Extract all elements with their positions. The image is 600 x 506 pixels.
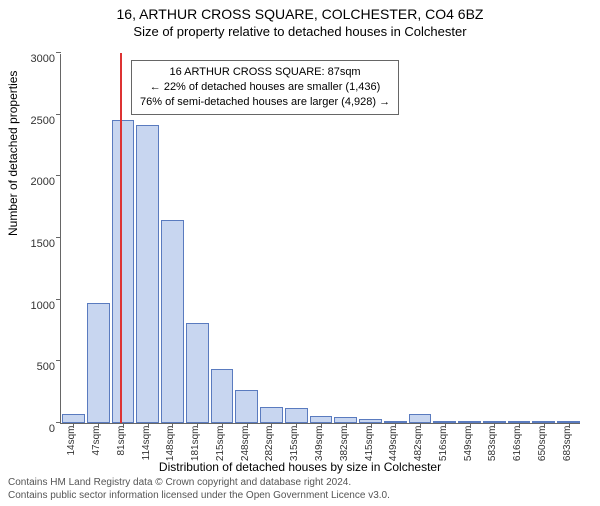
histogram-bar bbox=[409, 414, 432, 423]
footer-line-2: Contains public sector information licen… bbox=[8, 490, 390, 503]
histogram-bar bbox=[161, 220, 184, 424]
histogram-bar bbox=[235, 390, 258, 423]
y-tick-label: 0 bbox=[11, 423, 55, 435]
histogram-bar bbox=[285, 408, 308, 423]
histogram-bar bbox=[62, 414, 85, 423]
annotation-line-2: ← 22% of detached houses are smaller (1,… bbox=[140, 80, 390, 95]
annotation-line-3: 76% of semi-detached houses are larger (… bbox=[140, 95, 390, 110]
x-tick-label: 650sqm bbox=[537, 426, 548, 462]
x-tick-label: 583sqm bbox=[487, 426, 498, 462]
plot-area: 16 ARTHUR CROSS SQUARE: 87sqm ← 22% of d… bbox=[60, 54, 580, 424]
x-tick-label: 549sqm bbox=[463, 426, 474, 462]
y-tick-label: 1500 bbox=[11, 238, 55, 250]
histogram-bar bbox=[186, 323, 209, 423]
x-tick-label: 282sqm bbox=[264, 426, 275, 462]
x-tick-label: 148sqm bbox=[165, 426, 176, 462]
x-tick-label: 683sqm bbox=[562, 426, 573, 462]
x-axis-label: Distribution of detached houses by size … bbox=[0, 460, 600, 474]
x-tick-label: 47sqm bbox=[91, 426, 102, 456]
x-tick-label: 181sqm bbox=[190, 426, 201, 462]
x-tick-label: 616sqm bbox=[512, 426, 523, 462]
histogram-bar bbox=[136, 125, 159, 423]
footer-line-1: Contains HM Land Registry data © Crown c… bbox=[8, 477, 390, 490]
y-tick-label: 2000 bbox=[11, 176, 55, 188]
y-tick-label: 3000 bbox=[11, 53, 55, 65]
histogram-bar bbox=[87, 303, 110, 423]
x-tick-label: 14sqm bbox=[66, 426, 77, 456]
x-tick-label: 516sqm bbox=[438, 426, 449, 462]
y-tick-label: 1000 bbox=[11, 300, 55, 312]
histogram-bar bbox=[211, 369, 234, 423]
x-tick-label: 81sqm bbox=[116, 426, 127, 456]
property-marker-line bbox=[120, 53, 122, 423]
x-tick-label: 315sqm bbox=[289, 426, 300, 462]
x-tick-label: 382sqm bbox=[339, 426, 350, 462]
histogram-bar bbox=[310, 416, 333, 423]
y-tick-label: 500 bbox=[11, 361, 55, 373]
histogram-chart: 16 ARTHUR CROSS SQUARE: 87sqm ← 22% of d… bbox=[60, 54, 580, 424]
x-tick-label: 349sqm bbox=[314, 426, 325, 462]
x-tick-label: 449sqm bbox=[388, 426, 399, 462]
footer-attribution: Contains HM Land Registry data © Crown c… bbox=[8, 477, 390, 502]
annotation-box: 16 ARTHUR CROSS SQUARE: 87sqm ← 22% of d… bbox=[131, 60, 399, 115]
x-tick-label: 482sqm bbox=[413, 426, 424, 462]
x-tick-label: 215sqm bbox=[215, 426, 226, 462]
annotation-line-1: 16 ARTHUR CROSS SQUARE: 87sqm bbox=[140, 65, 390, 80]
x-tick-label: 114sqm bbox=[141, 426, 152, 461]
page-title: 16, ARTHUR CROSS SQUARE, COLCHESTER, CO4… bbox=[0, 6, 600, 22]
page-subtitle: Size of property relative to detached ho… bbox=[0, 24, 600, 39]
x-tick-label: 415sqm bbox=[364, 426, 375, 462]
histogram-bar bbox=[112, 120, 135, 423]
histogram-bar bbox=[260, 407, 283, 423]
y-tick-label: 2500 bbox=[11, 115, 55, 127]
x-tick-label: 248sqm bbox=[240, 426, 251, 462]
y-axis-label: Number of detached properties bbox=[6, 71, 20, 236]
